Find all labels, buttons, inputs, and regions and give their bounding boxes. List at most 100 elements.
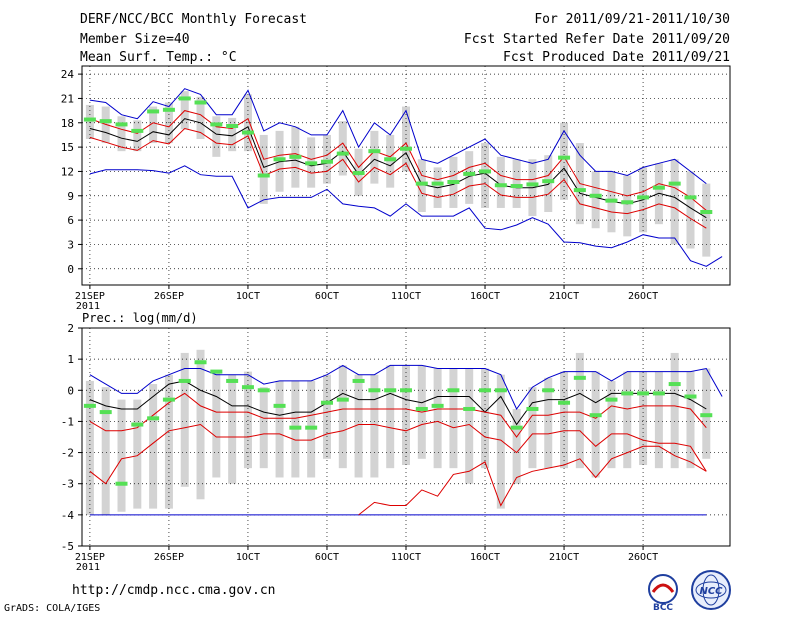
prec-mean-marker	[494, 388, 507, 393]
temp-ensemble-box	[417, 159, 426, 212]
prec-ensemble-box	[386, 365, 395, 469]
prec-panel-title: Prec.: log(mm/d)	[82, 311, 198, 325]
prec-ensemble-box	[180, 352, 189, 487]
prec-y-tick-label: 0	[67, 384, 74, 397]
prec-x-tick-label: 16OCT	[470, 552, 500, 563]
temp-mean-marker	[210, 122, 223, 127]
temp-series-max	[89, 88, 707, 184]
ncc-logo-text: NCC	[699, 586, 723, 597]
temp-mean-marker	[637, 195, 650, 200]
prec-series-median	[89, 380, 707, 426]
forecast-start-date: Fcst Started Refer Date 2011/09/20	[463, 32, 730, 47]
temp-mean-marker	[226, 124, 239, 129]
temp-ensemble-box	[85, 104, 94, 139]
prec-mean-marker	[162, 397, 175, 402]
prec-mean-marker	[542, 388, 555, 393]
prec-mean-marker	[415, 406, 428, 411]
temp-mean-marker	[336, 151, 349, 156]
temp-ensemble-box	[149, 106, 158, 144]
temp-mean-marker	[415, 181, 428, 186]
temp-series-p25	[89, 127, 707, 229]
prec-x-tick-label: 2011	[76, 562, 100, 573]
prec-ensemble-box	[544, 377, 553, 469]
prec-ensemble-box	[654, 371, 663, 469]
temp-mean-marker	[700, 210, 713, 214]
temp-x-tick-label: 26SEP	[154, 291, 184, 302]
prec-ensemble-box	[670, 352, 679, 469]
prec-ensemble-box	[449, 368, 458, 469]
prec-ensemble-box	[623, 371, 632, 469]
prec-ensemble-box	[243, 371, 252, 469]
temp-mean-marker	[257, 173, 270, 178]
temp-mean-marker	[273, 157, 286, 162]
temp-series-median	[89, 118, 707, 219]
prec-mean-marker	[241, 385, 254, 390]
temp-mean-marker	[194, 100, 207, 105]
temp-ensemble-box	[623, 175, 632, 237]
temp-mean-marker	[652, 185, 665, 190]
prec-y-tick-label: 2	[67, 322, 74, 335]
temp-mean-marker	[352, 171, 365, 176]
temp-mean-marker	[320, 159, 333, 164]
prec-ensemble-box	[591, 371, 600, 478]
prec-mean-marker	[226, 378, 239, 383]
temp-ensemble-box	[591, 171, 600, 229]
prec-ensemble-box	[354, 374, 363, 478]
prec-ensemble-box	[686, 371, 695, 469]
prec-series-p75	[89, 392, 707, 438]
temp-ensemble-box	[544, 155, 553, 212]
prec-mean-marker	[115, 481, 128, 486]
prec-ensemble-box	[639, 371, 648, 466]
temp-y-tick-label: 6	[67, 214, 74, 227]
prec-ensemble-box	[402, 365, 410, 466]
bcc-logo: BCC	[648, 574, 678, 612]
temp-mean-marker	[510, 184, 523, 189]
website-url[interactable]: http://cmdp.ncc.cma.gov.cn	[72, 583, 276, 598]
prec-mean-marker	[305, 425, 318, 430]
prec-ensemble-box	[528, 387, 537, 469]
chart-title: DERF/NCC/BCC Monthly Forecast	[80, 12, 307, 27]
temp-ensemble-box	[338, 121, 347, 176]
temp-ensemble-box	[686, 171, 695, 249]
forecast-period: For 2011/09/21-2011/10/30	[534, 12, 730, 27]
temp-mean-marker	[178, 96, 191, 101]
temp-mean-marker	[131, 128, 144, 133]
bcc-logo-text: BCC	[653, 603, 673, 612]
prec-mean-marker	[147, 416, 160, 421]
forecast-produced-date: Fcst Produced Date 2011/09/21	[503, 50, 730, 65]
prec-ensemble-box	[560, 371, 569, 469]
temp-ensemble-box	[196, 96, 205, 139]
prec-ensemble-box	[259, 387, 268, 469]
temp-x-tick-label: 16OCT	[470, 291, 500, 302]
temp-mean-marker	[684, 195, 697, 200]
prec-mean-marker	[558, 400, 571, 405]
prec-ensemble-box	[101, 387, 110, 515]
temp-mean-marker	[289, 154, 302, 159]
prec-ensemble-box	[370, 374, 379, 478]
temp-x-tick-label: 21SEP	[75, 291, 105, 302]
temp-ensemble-box	[512, 159, 521, 208]
temp-mean-marker	[99, 119, 112, 124]
temp-series-p75	[89, 110, 707, 211]
temp-ensemble-box	[386, 134, 395, 188]
prec-mean-marker	[526, 406, 539, 411]
prec-mean-marker	[637, 391, 650, 396]
prec-mean-marker	[336, 397, 349, 402]
temp-mean-marker	[305, 161, 318, 166]
prec-mean-marker	[652, 391, 665, 396]
variable-label: Mean Surf. Temp.: °C	[80, 50, 237, 65]
prec-mean-marker	[210, 369, 223, 374]
prec-x-tick-label: 26SEP	[154, 552, 184, 563]
prec-y-tick-label: -1	[61, 415, 74, 428]
temp-ensemble-box	[560, 122, 569, 200]
prec-x-tick-label: 6OCT	[315, 552, 339, 563]
temp-y-tick-label: 15	[61, 141, 74, 154]
temp-ensemble-box	[481, 143, 490, 208]
prec-mean-marker	[83, 403, 96, 408]
temp-mean-marker	[479, 169, 492, 174]
temp-ensemble-box	[228, 117, 237, 152]
prec-x-tick-label: 21OCT	[549, 552, 579, 563]
temp-mean-marker	[447, 179, 460, 184]
prec-x-tick-label: 26OCT	[628, 552, 658, 563]
